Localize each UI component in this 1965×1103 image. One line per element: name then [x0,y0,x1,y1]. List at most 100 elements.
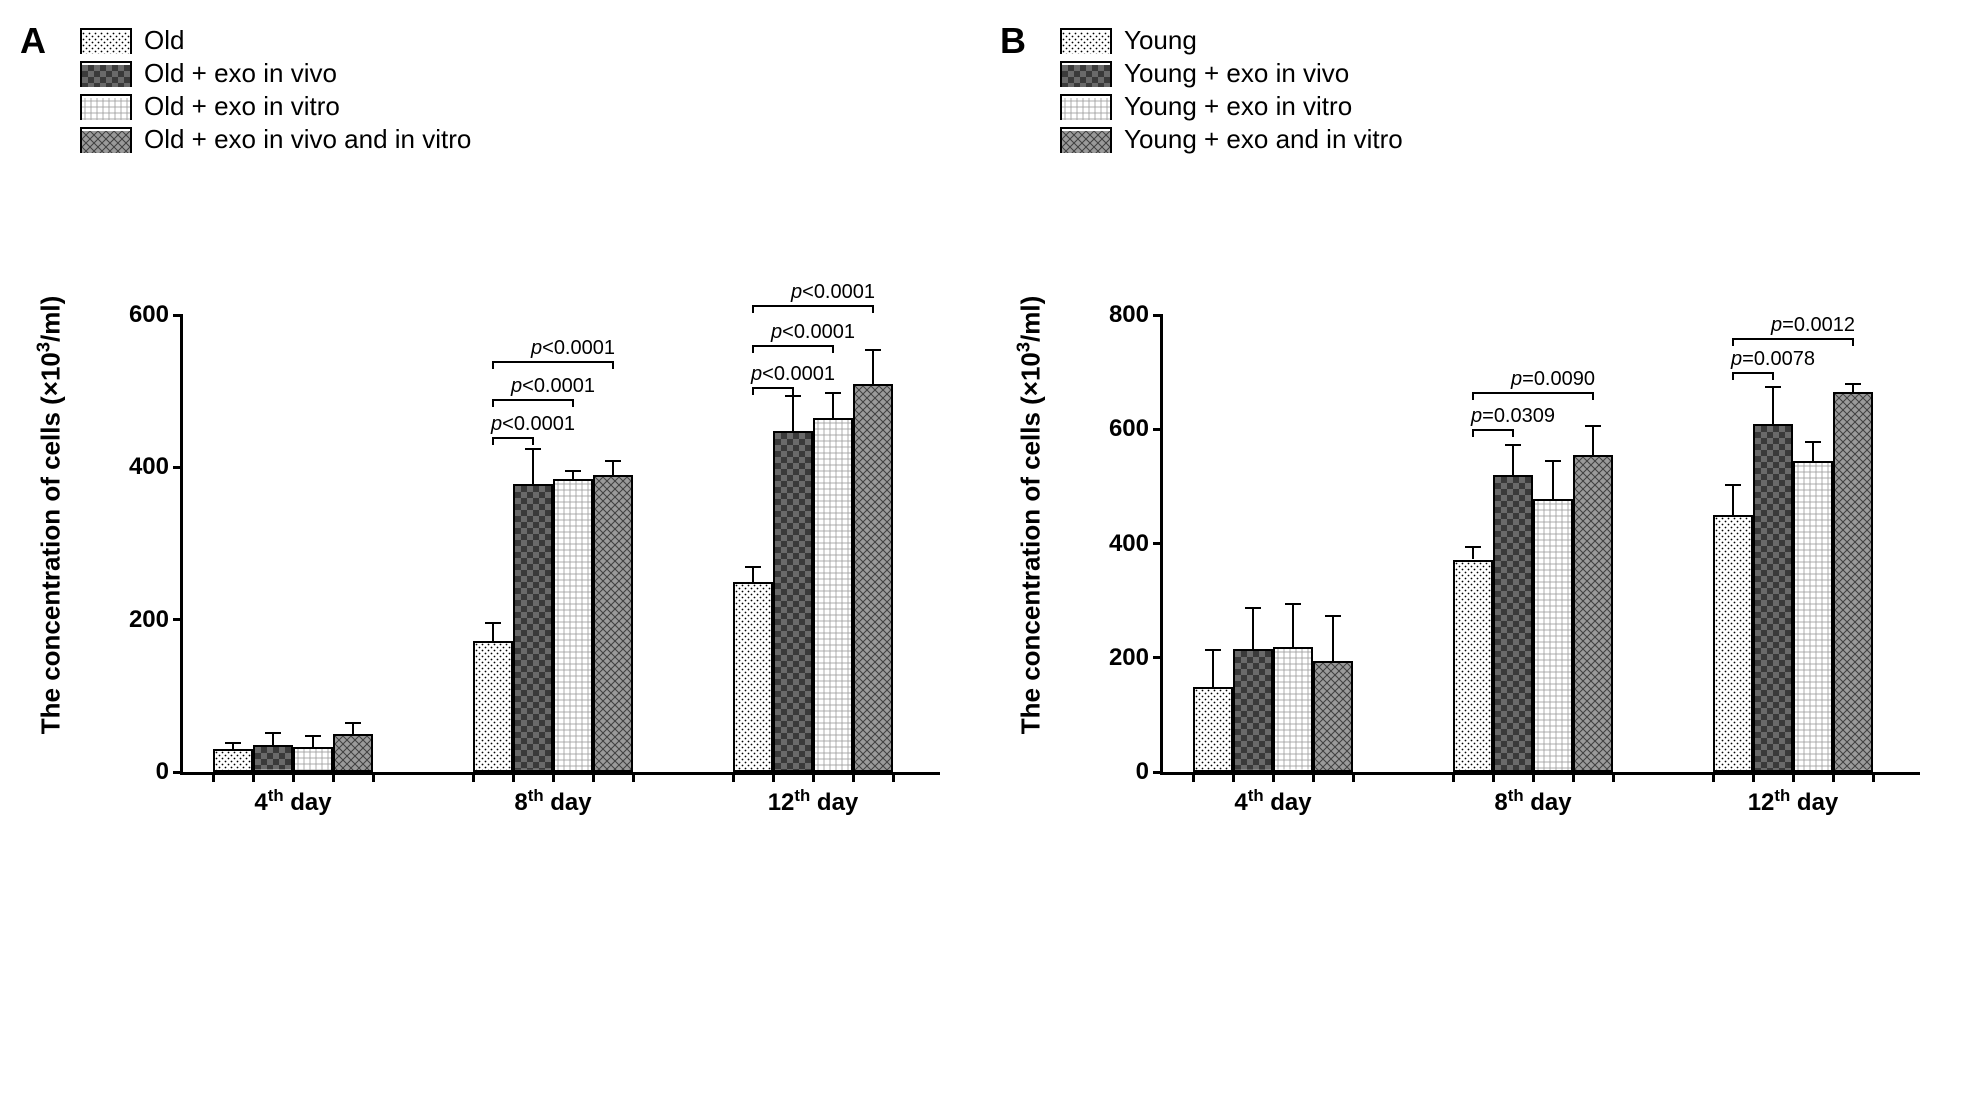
error-cap [1765,386,1781,388]
y-tick [1153,428,1163,431]
x-tick-label: 12th day [1748,786,1839,817]
bar [253,745,293,772]
error-bar [612,461,614,475]
y-tick [1153,314,1163,317]
significance-line [1733,372,1773,374]
significance-line [753,345,833,347]
x-tick [1352,772,1355,782]
y-tick-label: 400 [129,453,169,481]
error-bar [1512,445,1514,475]
legend-item: Old [80,25,960,56]
y-tick-label: 600 [129,301,169,329]
error-bar [532,449,534,484]
panel-label: B [1000,20,1026,62]
bar [1753,424,1793,772]
error-bar [312,736,314,747]
significance-label: p=0.0012 [1771,314,1855,337]
significance-tick [1472,429,1474,437]
error-cap [1545,460,1561,462]
significance-tick [752,387,754,395]
significance-tick [1772,372,1774,380]
figure: A OldOld + exo in vivoOld + exo in vitroO… [20,20,1940,835]
significance-label: p=0.0090 [1511,368,1595,391]
significance-tick [532,437,534,445]
error-bar [1592,426,1594,455]
bar [733,582,773,772]
legend-swatch [80,94,132,120]
legend-label: Young [1124,25,1197,56]
y-tick-label: 800 [1109,301,1149,329]
significance-line [1473,429,1513,431]
legend-swatch [1060,127,1112,153]
error-bar [1772,387,1774,424]
y-tick [1153,656,1163,659]
bar [1533,499,1573,772]
error-cap [825,392,841,394]
y-tick [1153,542,1163,545]
x-tick [772,772,775,782]
error-bar [872,350,874,384]
error-bar [1472,547,1474,560]
x-tick [372,772,375,782]
x-tick [552,772,555,782]
x-tick-label: 4th day [1234,786,1311,817]
legend: OldOld + exo in vivoOld + exo in vitroOl… [80,25,960,155]
bar [593,475,633,772]
y-tick [173,314,183,317]
bar [213,749,253,772]
y-tick [1153,771,1163,774]
legend-label: Old + exo in vivo [144,58,337,89]
y-tick-label: 0 [156,758,169,786]
error-cap [1465,546,1481,548]
significance-tick [1732,338,1734,346]
legend-label: Old + exo in vivo and in vitro [144,124,471,155]
plot: 02004006008004th day8th day12th dayp=0.0… [1160,315,1920,775]
bar [1793,461,1833,772]
x-tick [1872,772,1875,782]
error-cap [1585,425,1601,427]
significance-tick [492,361,494,369]
legend-label: Young + exo in vivo [1124,58,1349,89]
panel-label: A [20,20,46,62]
chart-area: The concentration of cells (×103/ml)0200… [1100,195,1920,835]
significance-line [753,387,793,389]
error-cap [1805,441,1821,443]
error-bar [1552,461,1554,499]
significance-tick [1512,429,1514,437]
x-tick [292,772,295,782]
legend-label: Old [144,25,184,56]
error-cap [1325,615,1341,617]
error-cap [865,349,881,351]
significance-tick [612,361,614,369]
x-tick [1492,772,1495,782]
error-cap [565,470,581,472]
error-bar [1732,485,1734,515]
significance-tick [572,399,574,407]
legend-item: Young [1060,25,1940,56]
significance-line [493,399,573,401]
error-cap [345,722,361,724]
x-tick-label: 8th day [514,786,591,817]
error-cap [1845,383,1861,385]
significance-tick [832,345,834,353]
y-tick-label: 200 [1109,644,1149,672]
x-tick-label: 4th day [254,786,331,817]
x-tick [512,772,515,782]
x-tick [1832,772,1835,782]
significance-label: p<0.0001 [491,413,575,436]
x-tick [1572,772,1575,782]
significance-label: p<0.0001 [791,281,875,304]
x-tick [332,772,335,782]
legend-item: Old + exo in vitro [80,91,960,122]
x-tick [1712,772,1715,782]
significance-tick [1732,372,1734,380]
y-axis-label: The concentration of cells (×103/ml) [1014,296,1047,735]
x-tick [1452,772,1455,782]
legend-item: Young + exo in vivo [1060,58,1940,89]
error-cap [525,448,541,450]
significance-line [1733,338,1853,340]
error-cap [485,622,501,624]
y-axis-label: The concentration of cells (×103/ml) [34,296,67,735]
significance-tick [752,345,754,353]
error-cap [265,732,281,734]
